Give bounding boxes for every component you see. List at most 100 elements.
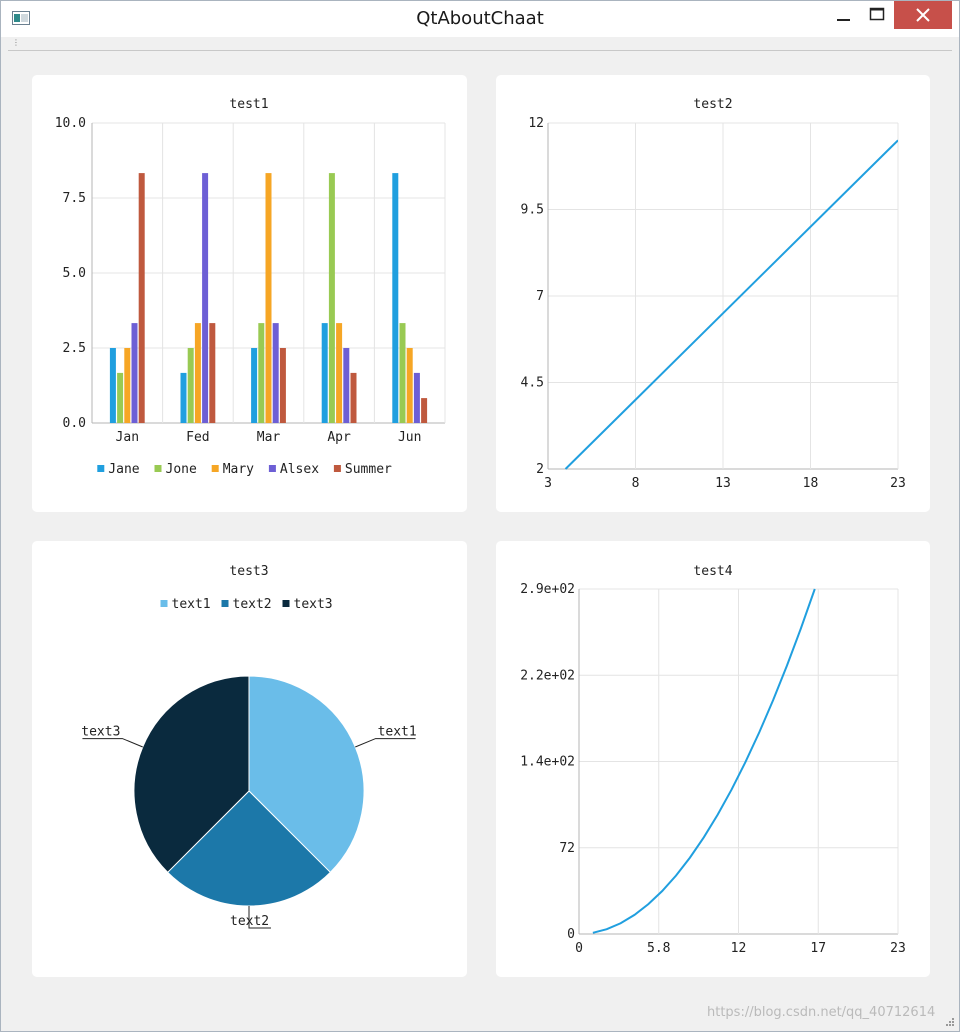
pie-label-leader bbox=[355, 738, 416, 748]
bar-jane bbox=[321, 323, 328, 423]
legend-marker bbox=[160, 600, 168, 607]
x-tick-label: 13 bbox=[715, 476, 731, 491]
bar-summer bbox=[138, 173, 145, 423]
x-tick-label: Jan bbox=[116, 430, 139, 445]
legend-marker bbox=[282, 600, 290, 607]
window-title: QtAboutChaat bbox=[416, 8, 544, 29]
bar-alsex bbox=[131, 323, 138, 423]
maximize-icon[interactable] bbox=[861, 1, 891, 29]
bar-alsex bbox=[202, 173, 209, 423]
watermark-text: https://blog.csdn.net/qq_40712614 bbox=[707, 1005, 936, 1020]
legend-marker bbox=[333, 465, 341, 472]
legend-marker bbox=[221, 600, 229, 607]
bar-jone bbox=[399, 323, 406, 423]
chart-view-test3: test3 text1 text2 text3 text1 text2 text3 bbox=[32, 541, 467, 977]
x-tick-label: 5.8 bbox=[647, 941, 670, 956]
x-tick-label: Fed bbox=[186, 430, 209, 445]
x-tick-label: 23 bbox=[890, 941, 906, 956]
y-tick-label: 2.2e+02 bbox=[520, 668, 575, 683]
pie-label: text3 bbox=[81, 725, 120, 740]
bar-summer bbox=[279, 348, 286, 423]
legend-label: Jone bbox=[166, 462, 197, 477]
pie-chart: test3 text1 text2 text3 text1 text2 text3 bbox=[81, 564, 417, 929]
legend-marker bbox=[97, 465, 105, 472]
chart-title: test2 bbox=[693, 97, 732, 112]
bar-jone bbox=[187, 348, 194, 423]
y-tick-label: 72 bbox=[559, 841, 575, 856]
pie-slice-text2 bbox=[166, 790, 332, 907]
series-line bbox=[592, 588, 816, 934]
resize-grip-icon[interactable] bbox=[945, 1017, 955, 1027]
chart-view-test2: test2 12 9.5 7 4.5 2 3 8 13 18 23 bbox=[496, 75, 930, 512]
line-chart: test4 2.9e+02 2.2e+02 1.4e+02 72 0 0 5.8 12 17 2… bbox=[520, 564, 906, 956]
bar-jane bbox=[180, 372, 187, 423]
legend-label: text1 bbox=[172, 597, 211, 612]
x-tick-label: 17 bbox=[810, 941, 826, 956]
bar-mary bbox=[265, 173, 272, 423]
legend-marker bbox=[154, 465, 162, 472]
y-tick-label: 1.4e+02 bbox=[520, 755, 575, 770]
bar-chart: test1 10.0 7.5 5.0 2.5 0.0 Jan Fed Mar Apr Jun J… bbox=[55, 97, 446, 477]
legend-label: Alsex bbox=[280, 462, 319, 477]
y-tick-label: 4.5 bbox=[521, 376, 544, 391]
bar-alsex bbox=[413, 372, 420, 423]
y-tick-label: 9.5 bbox=[521, 203, 544, 218]
x-tick-label: Apr bbox=[327, 430, 351, 445]
bar-summer bbox=[209, 323, 216, 423]
bar-mary bbox=[194, 323, 201, 423]
y-tick-label: 0 bbox=[567, 927, 575, 942]
legend-marker bbox=[211, 465, 219, 472]
legend-label: Summer bbox=[345, 462, 392, 477]
x-tick-label: Mar bbox=[257, 430, 281, 445]
bar-mary bbox=[406, 348, 413, 423]
legend-label: Mary bbox=[223, 462, 254, 477]
legend-marker bbox=[268, 465, 276, 472]
toolbar-grip-icon[interactable]: ⋮ bbox=[12, 38, 20, 47]
central-widget: test1 10.0 7.5 5.0 2.5 0.0 Jan Fed Mar Apr Jun J… bbox=[8, 51, 952, 1023]
y-tick-label: 7.5 bbox=[63, 191, 86, 206]
y-tick-label: 5.0 bbox=[63, 266, 86, 281]
y-tick-label: 0.0 bbox=[63, 416, 86, 431]
pie-label-leader bbox=[82, 738, 143, 748]
bar-alsex bbox=[272, 323, 279, 423]
x-tick-label: 0 bbox=[575, 941, 583, 956]
y-tick-label: 7 bbox=[536, 289, 544, 304]
close-icon[interactable] bbox=[894, 1, 952, 29]
chart-title: test4 bbox=[693, 564, 732, 579]
toolbar: ⋮ bbox=[8, 38, 952, 51]
bar-jone bbox=[117, 372, 124, 423]
pie-slice-text1 bbox=[248, 675, 365, 874]
legend-label: text3 bbox=[294, 597, 333, 612]
pie-label: text1 bbox=[378, 725, 417, 740]
line-chart: test2 12 9.5 7 4.5 2 3 8 13 18 23 bbox=[521, 97, 906, 491]
pie-label: text2 bbox=[230, 914, 269, 929]
bar-summer bbox=[350, 372, 357, 423]
bar-summer bbox=[421, 398, 428, 423]
bar-jane bbox=[251, 348, 258, 423]
bar-alsex bbox=[343, 348, 350, 423]
title-bar[interactable]: QtAboutChaat bbox=[1, 1, 959, 37]
x-tick-label: 8 bbox=[632, 476, 640, 491]
bar-jane bbox=[392, 173, 399, 423]
y-tick-label: 2.9e+02 bbox=[520, 582, 575, 597]
x-tick-label: 3 bbox=[544, 476, 552, 491]
bar-mary bbox=[336, 323, 343, 423]
x-tick-label: 12 bbox=[731, 941, 747, 956]
bar-mary bbox=[124, 348, 131, 423]
y-tick-label: 12 bbox=[528, 116, 544, 131]
y-tick-label: 2 bbox=[536, 462, 544, 477]
minimize-icon[interactable] bbox=[829, 1, 859, 29]
legend-label: Jane bbox=[108, 462, 139, 477]
chart-title: test3 bbox=[229, 564, 268, 579]
chart-view-test4: test4 2.9e+02 2.2e+02 1.4e+02 72 0 0 5.8 12 17 2… bbox=[496, 541, 930, 977]
y-tick-label: 10.0 bbox=[55, 116, 86, 131]
legend-label: text2 bbox=[233, 597, 272, 612]
pie-slice-text3 bbox=[133, 675, 250, 874]
x-tick-label: Jun bbox=[398, 430, 421, 445]
series-line bbox=[564, 139, 898, 470]
chart-view-test1: test1 10.0 7.5 5.0 2.5 0.0 Jan Fed Mar Apr Jun J… bbox=[32, 75, 467, 512]
bar-jane bbox=[109, 348, 116, 423]
x-tick-label: 18 bbox=[803, 476, 819, 491]
bar-jone bbox=[258, 323, 265, 423]
